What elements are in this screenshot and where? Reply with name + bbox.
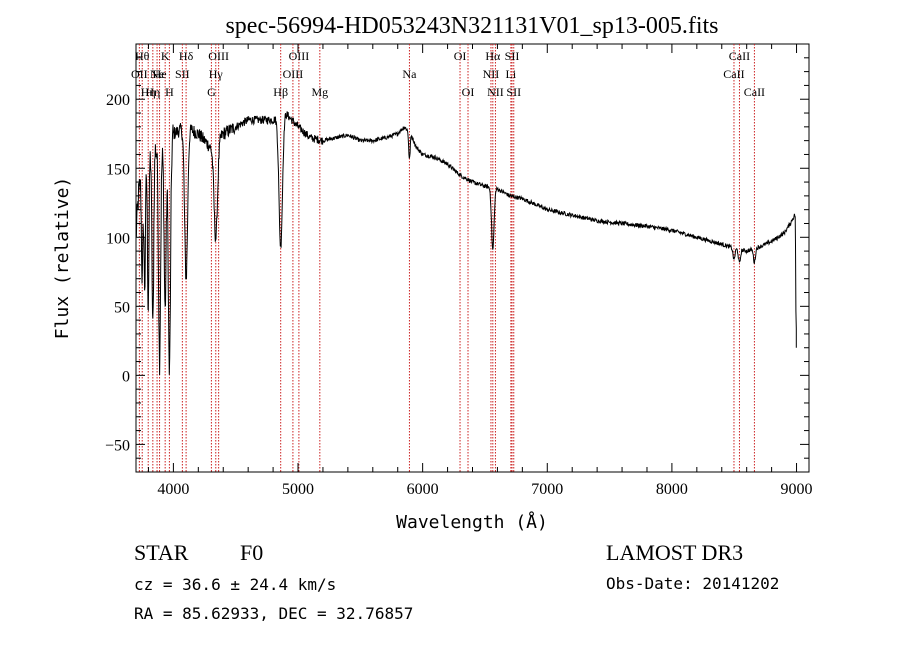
redshift-text: cz = 36.6 ± 24.4 km/s bbox=[134, 575, 336, 594]
axis-ticks-group bbox=[136, 44, 809, 472]
object-subclass: F0 bbox=[240, 540, 263, 565]
spectral-line-label: K bbox=[161, 49, 170, 63]
spectral-line-label: Mg bbox=[311, 85, 328, 99]
spectral-line-label: OIII bbox=[208, 49, 229, 63]
spectral-line-label: OII bbox=[131, 67, 148, 81]
spectral-line-label: Hη bbox=[145, 85, 160, 99]
y-tick-label: 100 bbox=[106, 230, 130, 247]
y-tick-label: −50 bbox=[105, 437, 130, 454]
spectral-line-label: OIII bbox=[283, 67, 304, 81]
x-tick-label: 5000 bbox=[282, 481, 314, 498]
chart-title: spec-56994-HD053243N321131V01_sp13-005.f… bbox=[225, 13, 718, 39]
spectral-line-label: Ne bbox=[150, 67, 164, 81]
y-tick-label: 150 bbox=[106, 161, 130, 178]
spectral-line-label: Hγ bbox=[209, 67, 224, 81]
spectral-line-label: SII bbox=[505, 49, 520, 63]
spectral-line-label: H bbox=[165, 85, 174, 99]
object-class: STAR bbox=[134, 540, 189, 565]
spectral-labels-group: OIIHθHηHηNeHeKHSIIHδGHγOIIIHβOIIIOIIIMgN… bbox=[131, 49, 765, 99]
spectral-line-label: Na bbox=[402, 67, 417, 81]
axis-tick-labels-group: 4000 5000 6000 7000 8000 9000 −50 0 50 100 150 200 bbox=[105, 92, 813, 498]
x-tick-label: 6000 bbox=[407, 481, 439, 498]
spectral-line-label: G bbox=[207, 85, 216, 99]
spectral-line-label: NII bbox=[483, 67, 500, 81]
survey-name: LAMOST DR3 bbox=[606, 540, 743, 565]
x-tick-label: 4000 bbox=[157, 481, 189, 498]
spectral-line-label: Hθ bbox=[135, 49, 150, 63]
spectral-line-label: He bbox=[153, 67, 167, 81]
coordinates-text: RA = 85.62933, DEC = 32.76857 bbox=[134, 604, 413, 623]
observation-date: Obs-Date: 20141202 bbox=[606, 574, 779, 593]
spectral-line-label: CaII bbox=[729, 49, 750, 63]
spectral-line-label: OI bbox=[462, 85, 475, 99]
x-tick-label: 9000 bbox=[781, 481, 813, 498]
spectral-line-label: NII bbox=[487, 85, 504, 99]
x-tick-label: 8000 bbox=[656, 481, 688, 498]
spectral-line-label: CaII bbox=[744, 85, 765, 99]
spectral-line-label: SII bbox=[506, 85, 521, 99]
x-tick-label: 7000 bbox=[531, 481, 563, 498]
spectral-line-label: OI bbox=[454, 49, 467, 63]
spectral-line-label: Hα bbox=[485, 49, 501, 63]
x-axis-label: Wavelength (Å) bbox=[396, 511, 548, 533]
spectral-line-label: OIII bbox=[289, 49, 310, 63]
y-tick-label: 50 bbox=[114, 299, 130, 316]
y-tick-label: 200 bbox=[106, 92, 130, 109]
spectral-line-label: Hη bbox=[141, 85, 156, 99]
spectral-lines-group bbox=[138, 44, 755, 472]
spectrum-line bbox=[135, 111, 797, 376]
spectral-line-label: CaII bbox=[723, 67, 744, 81]
spectral-line-label: SII bbox=[175, 67, 190, 81]
plot-frame bbox=[135, 43, 810, 473]
spectral-line-label: Hβ bbox=[273, 85, 288, 99]
y-tick-label: 0 bbox=[122, 368, 130, 385]
spectral-line-label: Li bbox=[506, 67, 517, 81]
y-axis-label: Flux (relative) bbox=[52, 177, 73, 340]
spectral-line-label: Hδ bbox=[179, 49, 194, 63]
